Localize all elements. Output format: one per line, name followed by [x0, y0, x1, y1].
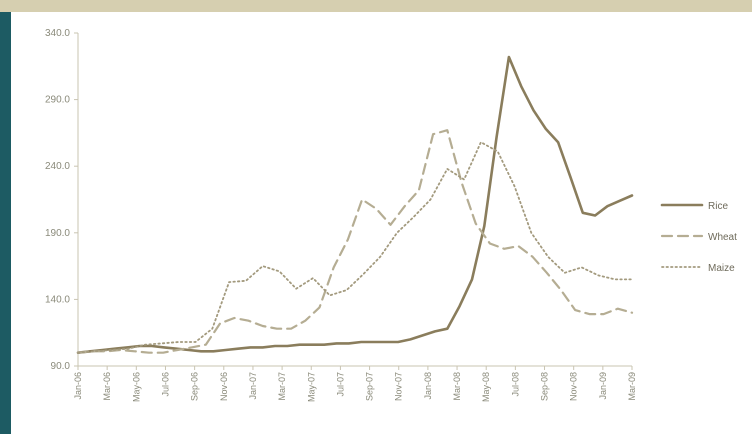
- x-tick-label: Jul-07: [335, 372, 345, 397]
- y-tick-label: 190.0: [45, 228, 70, 239]
- x-tick-label: Jul-06: [160, 372, 170, 397]
- x-tick-label: May-07: [306, 372, 316, 402]
- series-layer: [76, 55, 634, 355]
- x-tick-label: Mar-09: [627, 372, 637, 401]
- x-tick-label: Nov-08: [569, 372, 579, 401]
- x-tick-label: Mar-06: [102, 372, 112, 401]
- series-line-maize: [77, 141, 633, 354]
- x-tick-label: Mar-07: [277, 372, 287, 401]
- x-tick-label: Jan-08: [423, 372, 433, 400]
- legend-label-maize: Maize: [708, 263, 735, 274]
- x-tick-label: Jul-08: [510, 372, 520, 397]
- x-tick-label: May-06: [131, 372, 141, 402]
- x-tick-label: Sep-08: [540, 372, 550, 401]
- x-tick-label: Sep-07: [365, 372, 375, 401]
- x-tick-label: Mar-08: [452, 372, 462, 401]
- x-axis: Jan-06 Mar-06 May-06 Jul-06 Sep-06 Nov-06 Jan-…: [73, 365, 637, 402]
- legend-label-rice: Rice: [708, 201, 728, 212]
- y-tick-label: 340.0: [45, 28, 70, 39]
- x-tick-label: Jan-09: [598, 372, 608, 400]
- legend: Rice Wheat Maize: [660, 201, 737, 274]
- x-tick-label: Jan-07: [248, 372, 258, 400]
- x-tick-label: Sep-06: [190, 372, 200, 401]
- header-band: [0, 0, 752, 12]
- x-tick-label: Nov-06: [219, 372, 229, 401]
- x-tick-label: Jan-06: [73, 372, 83, 400]
- series-line-wheat: [76, 129, 634, 354]
- y-tick-label: 290.0: [45, 95, 70, 106]
- legend-label-wheat: Wheat: [708, 232, 737, 243]
- x-tick-label: May-08: [481, 372, 491, 402]
- x-tick-label: Nov-07: [394, 372, 404, 401]
- y-axis: 340.0 290.0 240.0 190.0 140.0 90.0: [45, 28, 79, 372]
- y-tick-label: 240.0: [45, 161, 70, 172]
- series-line-rice: [76, 55, 634, 355]
- side-band: [0, 12, 11, 434]
- y-tick-label: 90.0: [51, 361, 71, 372]
- y-tick-label: 140.0: [45, 294, 70, 305]
